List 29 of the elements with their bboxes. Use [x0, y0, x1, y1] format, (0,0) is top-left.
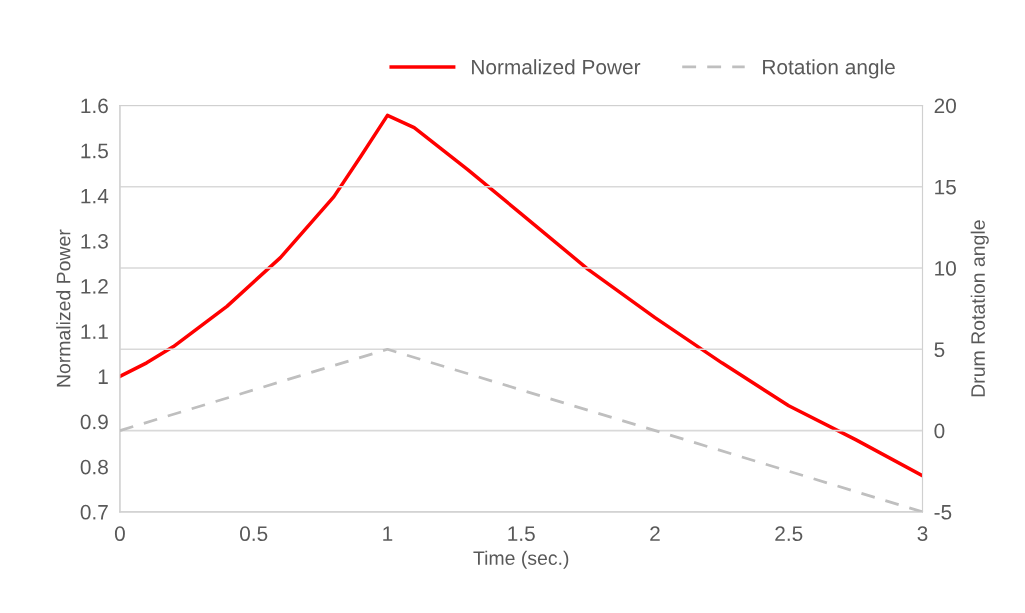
y-tick-label: 1 [98, 369, 108, 384]
y2-tick-label: 10 [935, 261, 956, 276]
y2-tick-label: 20 [934, 98, 956, 114]
y-tick-label: 1.6 [81, 98, 108, 114]
legend-label: Rotation angle [763, 59, 895, 79]
x-tick-label: 1.5 [508, 526, 535, 542]
x-tick-label: 0.5 [240, 526, 268, 542]
y2-axis-title: Drum Rotation angle [970, 220, 989, 397]
x-axis-title: Time (sec.) [473, 550, 569, 569]
y-tick-label: 1.5 [81, 143, 108, 159]
y-tick-label: 0.8 [80, 459, 108, 475]
y-tick-label: 0.9 [80, 414, 108, 430]
line-series [119, 113, 923, 478]
x-tick-label: 2 [650, 526, 660, 541]
y-tick-label: 1.1 [81, 324, 108, 339]
y-tick-label: 0.7 [80, 504, 108, 520]
y2-tick-label: 5 [934, 342, 945, 358]
y-tick-label: 1.3 [81, 233, 108, 249]
y2-tick-label: 0 [934, 423, 945, 439]
y-tick-label: 1.2 [81, 279, 108, 294]
y2-tick-label: 15 [935, 179, 956, 195]
x-tick-label: 2.5 [775, 526, 803, 542]
y2-tick-label: -5 [934, 505, 952, 520]
y-axis-title: Normalized Power [56, 229, 71, 387]
legend-label: Normalized Power [472, 59, 641, 75]
x-tick-label: 0 [114, 526, 125, 542]
x-tick-label: 3 [917, 526, 928, 542]
y-tick-label: 1.4 [81, 188, 109, 204]
x-tick-label: 1 [383, 526, 393, 541]
